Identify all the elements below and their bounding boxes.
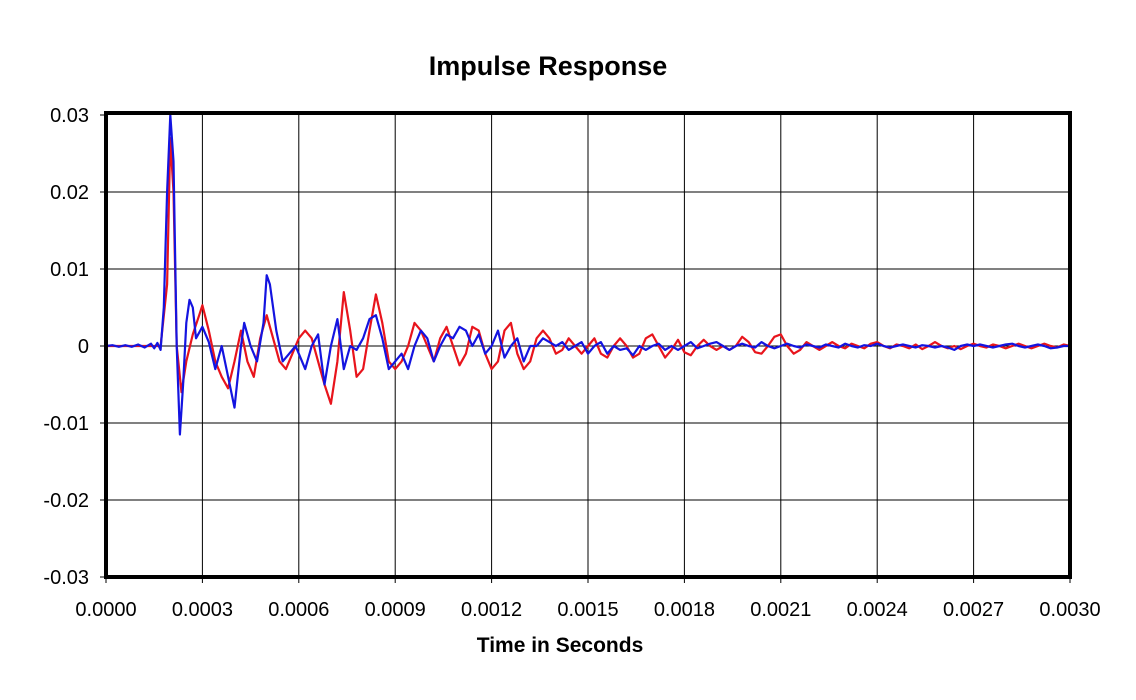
y-tick-label: -0.02 xyxy=(43,490,89,512)
y-tick-label: -0.03 xyxy=(43,567,89,589)
x-tick-label: 0.0003 xyxy=(172,599,233,621)
x-tick-label: 0.0030 xyxy=(1039,599,1100,621)
y-tick-label: -0.01 xyxy=(43,413,89,435)
x-tick-label: 0.0024 xyxy=(847,599,908,621)
chart-title: Impulse Response xyxy=(428,51,668,81)
x-tick-label: 0.0000 xyxy=(75,599,136,621)
x-tick-label: 0.0027 xyxy=(943,599,1004,621)
series-lines xyxy=(105,113,1071,436)
y-tick-labels: 0.03 0.02 0.01 0 -0.01 -0.02 -0.03 xyxy=(43,105,89,589)
x-tick-label: 0.0012 xyxy=(461,599,522,621)
series-line-2 xyxy=(105,113,1070,436)
x-tick-label: 0.0018 xyxy=(654,599,715,621)
y-tick-label: 0.03 xyxy=(50,105,89,127)
x-tick-labels: 0.0000 0.0003 0.0006 0.0009 0.0012 0.0015 0.00… xyxy=(75,599,1100,621)
y-tick-label: 0.01 xyxy=(50,259,89,281)
x-tick-label: 0.0009 xyxy=(365,599,426,621)
y-tick-label: 0.02 xyxy=(50,182,89,204)
x-tick-label: 0.0021 xyxy=(750,599,811,621)
x-axis-label: Time in Seconds xyxy=(476,634,644,657)
x-tick-label: 0.0006 xyxy=(268,599,329,621)
y-tick-label: 0 xyxy=(78,336,89,358)
plot-frame xyxy=(104,111,1072,579)
x-tick-label: 0.0015 xyxy=(557,599,618,621)
